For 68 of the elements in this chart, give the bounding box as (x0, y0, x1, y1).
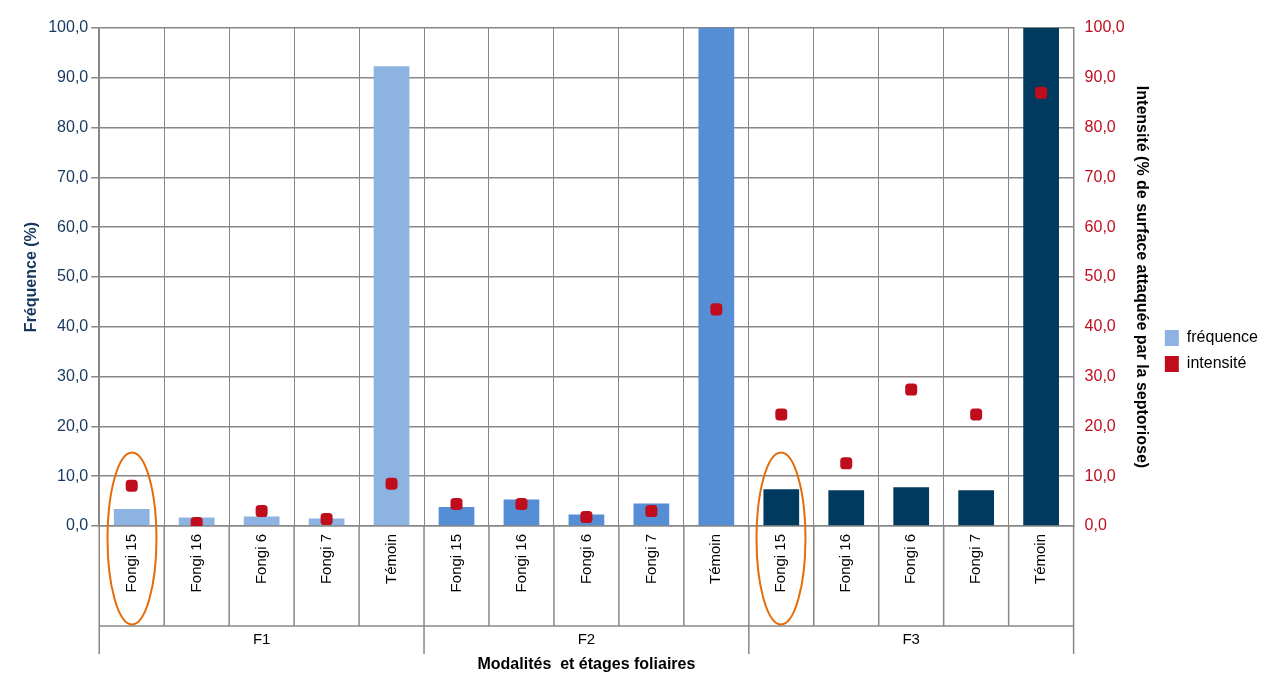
x-axis-title: Modalités et étages foliaires (477, 654, 696, 672)
point (580, 511, 593, 524)
point (385, 477, 398, 490)
bar (243, 516, 280, 526)
x-tick-label: Fongi 15 (771, 534, 789, 593)
x-tick-label: Témoin (706, 534, 724, 585)
legend-label: intensité (1186, 354, 1247, 372)
y-tick-label: 0,0 (65, 516, 89, 534)
point (320, 513, 333, 526)
x-tick-label: Fongi 7 (966, 534, 984, 585)
bar (438, 507, 475, 526)
y-tick-label: 100,0 (48, 18, 89, 36)
point (125, 479, 138, 492)
text: F2 (577, 630, 596, 648)
y-tick-label: 70,0 (57, 167, 89, 185)
y2-tick-label: 20,0 (1084, 416, 1116, 434)
point (255, 505, 268, 518)
x-tick-label: Fongi 15 (121, 534, 139, 593)
y2-tick-label: 50,0 (1084, 267, 1116, 285)
y2-tick-label: 100,0 (1084, 18, 1125, 36)
y2-tick-label: 70,0 (1084, 167, 1116, 185)
y2-tick-label: 30,0 (1084, 367, 1116, 385)
y2-tick-label: 90,0 (1084, 68, 1116, 86)
bar (698, 28, 735, 526)
x-tick-label: Témoin (1031, 534, 1049, 585)
y2-tick-label: 80,0 (1084, 118, 1116, 136)
bar (763, 489, 800, 526)
point (840, 457, 853, 470)
text: F3 (902, 630, 920, 648)
point (775, 408, 788, 421)
y2-tick-label: 10,0 (1084, 466, 1116, 484)
x-tick-label: Fongi 7 (641, 534, 659, 585)
point (970, 408, 983, 421)
point (905, 383, 918, 396)
x-tick-label: Fongi 7 (316, 534, 334, 585)
x-tick-label: Fongi 6 (576, 534, 594, 585)
x-tick-label: Fongi 16 (511, 534, 529, 593)
y-axis-title: Fréquence (%) (22, 221, 40, 333)
x-tick-label: Fongi 6 (251, 534, 269, 585)
y-tick-label: 60,0 (57, 217, 89, 235)
y2-tick-label: 0,0 (1084, 516, 1107, 534)
bar (113, 509, 150, 526)
y-tick-label: 40,0 (57, 317, 89, 335)
y2-tick-label: 40,0 (1084, 317, 1116, 335)
x-tick-label: Fongi 15 (446, 534, 464, 593)
text: F1 (252, 630, 271, 648)
y-tick-label: 30,0 (57, 367, 89, 385)
y2-axis-title: Intensité (% de surface attaquée par la septoriose) (1133, 85, 1151, 469)
y-tick-label: 10,0 (57, 466, 89, 484)
y-tick-label: 90,0 (57, 68, 89, 86)
x-tick-label: Témoin (381, 534, 399, 585)
point (1035, 86, 1048, 99)
bar (828, 490, 865, 526)
x-tick-label: Fongi 16 (186, 534, 204, 593)
y2-tick-label: 60,0 (1084, 217, 1116, 235)
bar (373, 66, 410, 526)
point (450, 498, 463, 511)
y-tick-label: 20,0 (57, 416, 89, 434)
point (710, 303, 723, 316)
bar (958, 490, 995, 526)
legend-label: fréquence (1186, 328, 1259, 346)
y-tick-label: 80,0 (57, 118, 89, 136)
x-tick-label: Fongi 16 (836, 534, 854, 593)
bar (1023, 28, 1059, 526)
x-tick-label: Fongi 6 (901, 534, 919, 585)
bar (893, 487, 930, 526)
y-tick-label: 50,0 (57, 267, 89, 285)
point (515, 498, 528, 511)
